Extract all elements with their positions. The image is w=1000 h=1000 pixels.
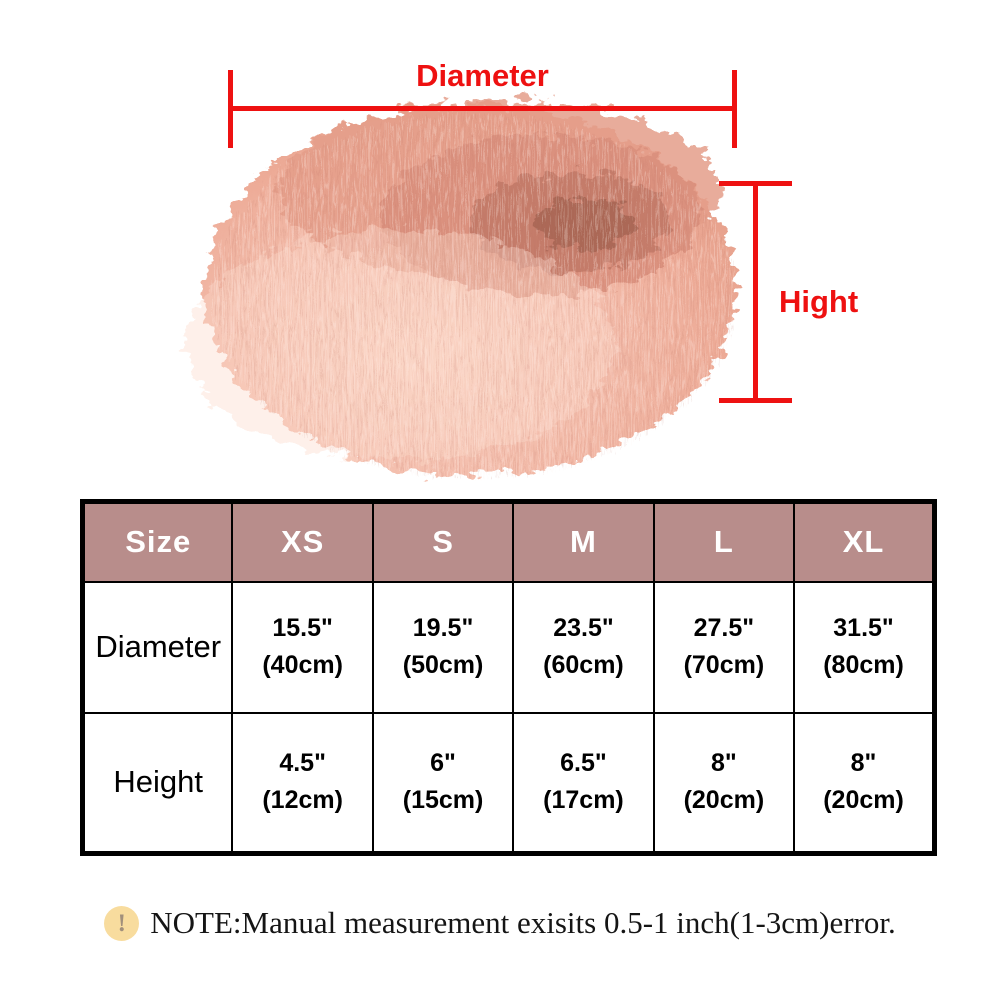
size-cell: 4.5" (12cm)	[231, 711, 374, 855]
height-annotation-label: Hight	[779, 284, 859, 319]
column-header-size: Size	[81, 500, 234, 583]
bed-fur-texture	[208, 110, 732, 474]
note-text: NOTE:Manual measurement exisits 0.5-1 in…	[150, 905, 896, 940]
pet-bed-image	[185, 100, 736, 476]
value-cm: (50cm)	[402, 651, 484, 679]
column-header-xl: XL	[793, 500, 936, 583]
product-hero: Diameter Hight	[185, 58, 859, 476]
value-cm: (12cm)	[262, 786, 343, 815]
size-table-header-row: Size XS S M L XL	[81, 500, 936, 583]
diameter-measure-line	[228, 106, 737, 111]
diameter-line-left-cap	[228, 70, 233, 148]
value-cm: (20cm)	[683, 786, 765, 815]
table-row-height: Height 4.5" (12cm) 6" (15cm) 6.5" (17cm)…	[81, 711, 936, 855]
height-line-top-cap	[719, 181, 792, 186]
value-inch: 31.5"	[833, 614, 894, 642]
value-cm: (15cm)	[402, 786, 484, 815]
column-header-m: M	[512, 500, 655, 583]
value-inch: 6.5"	[560, 749, 607, 778]
value-cm: (40cm)	[262, 651, 343, 679]
exclamation-icon: !	[104, 905, 140, 941]
value-inch: 8"	[710, 749, 737, 778]
measurement-note: ! NOTE:Manual measurement exisits 0.5-1 …	[0, 905, 1000, 941]
size-cell: 6" (15cm)	[371, 711, 515, 855]
value-cm: (70cm)	[683, 651, 765, 679]
row-label-diameter: Diameter	[95, 629, 222, 664]
column-header-l: L	[652, 500, 796, 583]
size-cell: 8" (20cm)	[652, 711, 796, 855]
column-header-xs: XS	[231, 500, 374, 583]
value-cm: (17cm)	[543, 786, 624, 815]
height-measure-line	[753, 183, 758, 402]
height-line-bottom-cap	[719, 398, 792, 403]
value-inch: 27.5"	[693, 614, 755, 642]
size-cell: 19.5" (50cm)	[371, 580, 515, 714]
value-cm: (20cm)	[823, 786, 904, 815]
value-inch: 6"	[430, 749, 456, 778]
size-cell: 8" (20cm)	[793, 711, 936, 855]
size-cell: 23.5" (60cm)	[512, 580, 655, 714]
diameter-annotation-label: Diameter	[416, 58, 549, 93]
value-cm: (80cm)	[823, 651, 904, 679]
value-inch: 4.5"	[279, 749, 326, 778]
table-row-diameter: Diameter 15.5" (40cm) 19.5" (50cm) 23.5"…	[81, 580, 936, 714]
value-inch: 19.5"	[412, 614, 474, 642]
row-label-height: Height	[113, 764, 204, 800]
value-cm: (60cm)	[543, 651, 624, 679]
size-cell: 15.5" (40cm)	[231, 580, 374, 714]
value-inch: 15.5"	[272, 614, 333, 642]
size-cell: 27.5" (70cm)	[652, 580, 796, 714]
diameter-line-right-cap	[732, 70, 737, 148]
size-cell: 31.5" (80cm)	[793, 580, 936, 714]
value-inch: 23.5"	[553, 614, 614, 642]
size-cell: 6.5" (17cm)	[512, 711, 655, 855]
value-inch: 8"	[850, 749, 877, 778]
size-table: Size XS S M L XL Diameter 15.5" (40cm) 1…	[80, 499, 937, 856]
column-header-s: S	[371, 500, 515, 583]
